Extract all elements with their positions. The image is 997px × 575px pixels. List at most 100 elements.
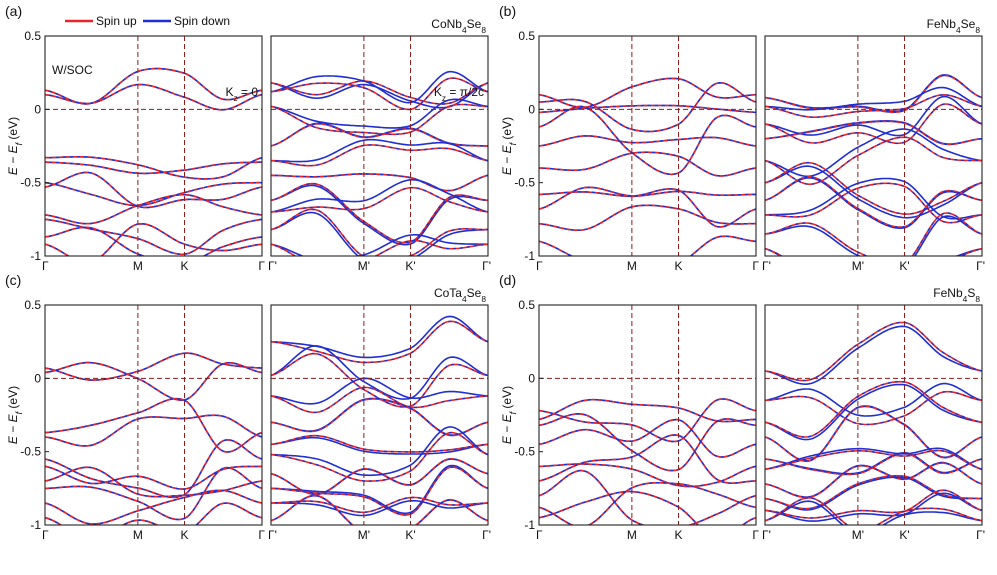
band-spin-down-overlay [765,161,982,215]
band-spin-down-overlay [45,161,262,175]
ylabel-sub: f [508,410,518,414]
band-spin-down [271,234,488,256]
ytick-label: 0 [528,102,535,116]
band-spin-up [539,235,756,256]
panel-d-right: Γ' M' K' Γ' [762,304,985,542]
band-spin-down-overlay [539,235,756,256]
material-label-part: 8 [481,25,486,35]
band-spin-down [539,482,756,525]
panel-c-left: Γ M K Γ 0.5 0 -0.5 -1 E − Ef (eV) [6,298,265,542]
band-spin-down-overlay [45,194,262,225]
band-spin-down-overlay [45,398,262,453]
y-axis-label: E − Ef (eV) [500,386,518,444]
band-spin-up [45,181,262,207]
ytick-label: 0.5 [24,29,41,43]
band-spin-up [45,466,262,521]
band-spin-down [765,165,982,219]
band-spin-down-overlay [539,398,756,443]
band-spin-down-overlay [539,82,756,133]
band-spin-down-overlay [271,103,488,135]
band-spin-up [271,494,488,525]
ytick-label: -0.5 [20,445,41,459]
panel-label: (b) [499,3,516,19]
ylabel-main: E − E [6,144,20,175]
kpoint-tick-label: Γ [536,259,543,273]
ytick-label: 0 [34,371,41,385]
material-label-part: Se [467,286,482,300]
band-spin-down [765,382,982,417]
ytick-label: -0.5 [514,445,535,459]
band-spin-up [765,321,982,382]
band-spin-up [539,490,756,525]
material-label-part: 4 [963,294,968,304]
band-spin-up [271,144,488,167]
band-spin-up [45,361,262,401]
band-spin-down [539,235,756,256]
band-spin-down-overlay [765,497,982,525]
band-spin-down [539,418,756,458]
band-spin-down-overlay [539,186,756,228]
band-spin-down [271,179,488,213]
kz0-annotation-part: z [233,93,237,103]
band-spin-down-overlay [765,212,982,256]
band-spin-down-overlay [539,463,756,488]
band-spin-up [271,398,488,437]
band-spin-down [539,490,756,525]
material-label-part: 4 [462,294,467,304]
bands [45,352,262,525]
band-spin-down-overlay [45,223,262,256]
band-spin-down [765,325,982,386]
band-spin-down-overlay [539,151,756,177]
bands [539,77,756,256]
kpoint-tick-label: K [675,528,683,542]
band-spin-down-overlay [539,469,756,525]
band-spin-down-overlay [271,144,488,167]
ytick-label: 0.5 [518,29,535,43]
band-spin-down-overlay [765,380,982,438]
band-spin-up [765,462,982,499]
band-spin-down-overlay [539,413,756,472]
band-spin-up [45,414,262,447]
kpoint-tick-label: Γ' [976,528,985,542]
band-spin-down [271,499,488,517]
band-spin-up [765,474,982,510]
band-spin-down-overlay [271,77,488,111]
band-spin-down-overlay [765,136,982,185]
material-label-part: Se [961,17,976,31]
band-spin-down-overlay [765,74,982,113]
band-spin-up [539,151,756,177]
band-spin-down-overlay [271,320,488,364]
ytick-label: 0.5 [24,298,41,312]
ylabel-unit: (eV) [6,386,20,412]
band-spin-up [45,489,262,525]
band-spin-down-overlay [45,439,262,498]
bands [45,67,262,256]
plot-frame [270,35,489,257]
y-axis-label: E − Ef (eV) [500,117,518,175]
band-spin-down [45,156,262,180]
band-spin-down-overlay [765,321,982,382]
ytick-label: -0.5 [20,176,41,190]
band-spin-down [539,469,756,525]
kzpi-annotation: Kz = π/2c [434,85,484,103]
plot-frame [764,304,983,526]
material-label-part: 8 [481,294,486,304]
band-spin-down-overlay [45,182,262,207]
ytick-label: 0 [528,371,535,385]
kpoint-tick-label: Γ' [482,528,491,542]
band-spin-down [539,434,756,485]
band-spin-down [765,247,982,256]
band-spin-down-overlay [45,414,262,447]
band-spin-down-overlay [45,466,262,498]
kpoint-tick-label: M' [852,259,864,273]
kpoint-tick-label: Γ [42,528,49,542]
band-spin-up [539,398,756,443]
material-label-part: Se [467,17,482,31]
panel-a-left: Γ M K Γ 0.5 0 -0.5 -1 E − Ef (eV) [6,29,265,273]
kpoint-tick-label: M [627,259,637,273]
kpoint-tick-label: Γ' [268,528,277,542]
kpoint-tick-label: M [627,528,637,542]
panel-d-left: Γ M K Γ 0.5 0 -0.5 -1 E − Ef (eV) [500,298,759,542]
band-spin-up [271,208,488,256]
